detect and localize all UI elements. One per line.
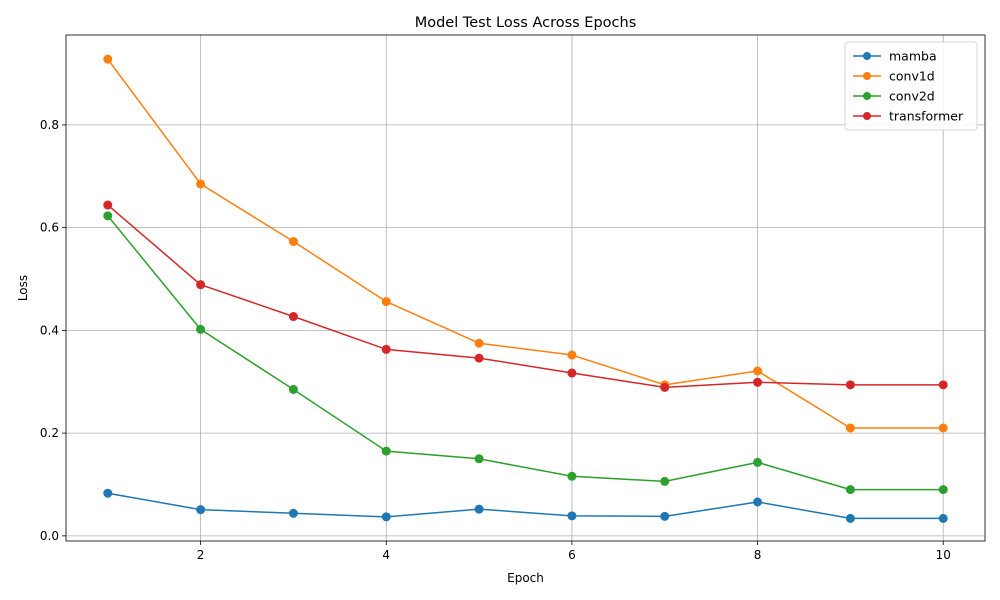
data-point-conv1d (381, 297, 391, 307)
y-tick-label: 0.4 (40, 323, 59, 337)
x-tick-label: 10 (936, 548, 951, 562)
data-point-conv2d (845, 485, 855, 495)
series-transformer (103, 200, 948, 392)
data-point-conv2d (474, 454, 484, 464)
legend-label: transformer (889, 109, 964, 124)
legend-swatch-marker (863, 52, 871, 60)
series-line-mamba (106, 492, 944, 520)
y-tick-label: 0.8 (40, 118, 59, 132)
data-point-conv1d (753, 366, 763, 376)
data-point-conv2d (288, 384, 298, 394)
y-tick-label: 0.2 (40, 426, 59, 440)
data-point-transformer (474, 353, 484, 363)
chart-title: Model Test Loss Across Epochs (415, 15, 637, 31)
legend-item-mamba: mamba (853, 49, 937, 64)
legend-item-transformer: transformer (853, 109, 964, 124)
legend-item-conv2d: conv2d (853, 89, 935, 104)
data-point-transformer (103, 200, 113, 210)
series-conv2d (103, 211, 948, 495)
grid-lines (66, 35, 985, 541)
data-point-transformer (567, 368, 577, 378)
data-point-conv1d (938, 423, 948, 433)
data-point-mamba (845, 513, 855, 523)
x-tick-label: 2 (197, 548, 205, 562)
axis-ticks: 2 4 6 8 10 0.0 0.2 0.4 0.6 0.8 (40, 118, 951, 562)
legend-label: conv2d (889, 89, 935, 104)
legend-item-conv1d: conv1d (853, 69, 935, 84)
legend: mamba conv1d conv2d transformer (844, 41, 978, 131)
data-point-transformer (196, 280, 206, 290)
data-point-conv1d (288, 237, 298, 247)
data-point-conv2d (567, 471, 577, 481)
data-point-mamba (753, 497, 763, 507)
series-line-conv1d (106, 58, 944, 429)
legend-label: mamba (889, 49, 937, 64)
data-point-mamba (660, 511, 670, 521)
data-point-conv2d (660, 476, 670, 486)
x-tick-label: 8 (754, 548, 762, 562)
data-point-transformer (938, 380, 948, 390)
data-point-mamba (938, 513, 948, 523)
data-point-mamba (474, 504, 484, 514)
data-point-transformer (381, 344, 391, 354)
data-point-conv2d (753, 457, 763, 467)
series-group (103, 54, 948, 523)
data-point-conv2d (103, 211, 113, 221)
series-mamba (103, 488, 948, 523)
data-point-transformer (753, 377, 763, 387)
legend-box (844, 41, 978, 131)
y-tick-label: 0.6 (40, 221, 59, 235)
data-point-conv2d (381, 446, 391, 456)
legend-label: conv1d (889, 69, 935, 84)
data-point-transformer (845, 380, 855, 390)
x-tick-label: 6 (568, 548, 576, 562)
data-point-conv1d (845, 423, 855, 433)
data-point-transformer (288, 312, 298, 322)
legend-swatch-marker (863, 112, 871, 120)
legend-swatch-marker (863, 72, 871, 80)
series-line-transformer (106, 203, 944, 389)
x-axis-label: Epoch (507, 571, 544, 585)
data-point-mamba (288, 508, 298, 518)
x-tick-label: 4 (382, 548, 390, 562)
series-line-conv2d (106, 214, 944, 491)
data-point-mamba (103, 488, 113, 498)
series-conv1d (103, 54, 948, 433)
data-point-conv2d (196, 324, 206, 334)
data-point-transformer (660, 382, 670, 392)
data-point-conv1d (567, 350, 577, 360)
data-point-conv1d (103, 54, 113, 64)
y-axis-label: Loss (16, 275, 30, 301)
data-point-mamba (196, 505, 206, 515)
legend-swatch-marker (863, 92, 871, 100)
plot-area-frame (65, 34, 986, 542)
data-point-conv2d (938, 485, 948, 495)
data-point-conv1d (474, 338, 484, 348)
data-point-mamba (381, 512, 391, 522)
data-point-mamba (567, 511, 577, 521)
data-point-conv1d (196, 179, 206, 189)
y-tick-label: 0.0 (40, 529, 59, 543)
